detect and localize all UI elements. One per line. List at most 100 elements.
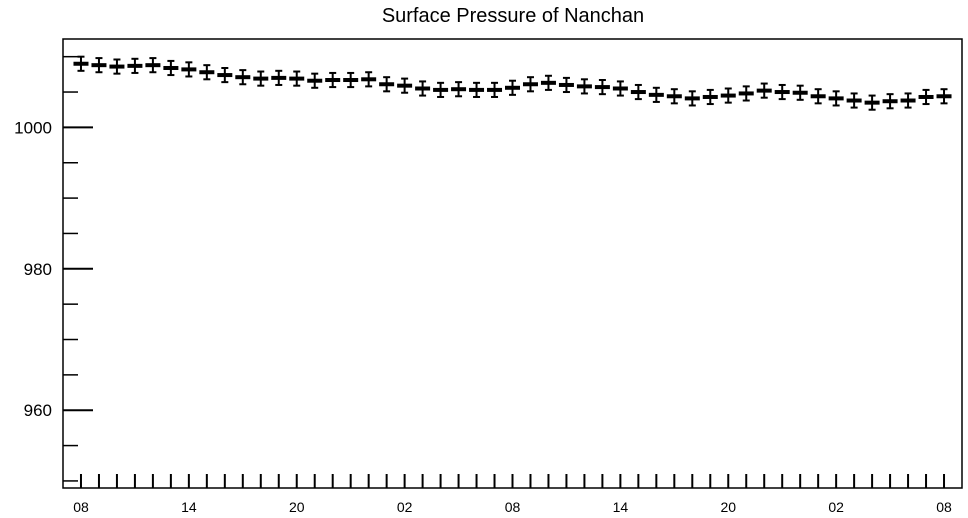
data-marker [343, 78, 359, 83]
data-marker [217, 73, 233, 78]
data-point [828, 90, 844, 107]
data-marker [846, 98, 862, 103]
data-marker [181, 67, 197, 72]
x-tick-label: 02 [828, 499, 844, 515]
plot-frame [62, 38, 963, 489]
data-marker [738, 91, 754, 96]
data-marker [702, 94, 718, 99]
x-tick-label: 14 [181, 499, 197, 515]
data-marker [720, 93, 736, 98]
data-marker [487, 87, 503, 92]
data-marker [864, 100, 880, 105]
data-marker [684, 96, 700, 101]
data-point [810, 88, 826, 105]
data-point [702, 88, 718, 106]
axis-ticks [63, 55, 946, 488]
data-marker [918, 94, 934, 99]
data-marker [505, 85, 520, 90]
data-marker [253, 76, 269, 81]
data-point [648, 86, 664, 103]
data-point [217, 66, 233, 84]
data-point [936, 88, 952, 105]
data-marker [828, 96, 844, 101]
data-marker [522, 82, 538, 87]
data-point [307, 72, 323, 89]
data-point [864, 94, 880, 111]
data-point [325, 71, 341, 89]
data-marker [756, 88, 772, 93]
data-point [199, 64, 215, 81]
data-marker [127, 63, 143, 68]
data-point [469, 81, 485, 98]
data-point [792, 84, 808, 101]
data-point [127, 57, 143, 74]
data-point [271, 69, 287, 86]
axis-labels: 960 980 1000 08 14 20 02 08 14 20 02 08 [14, 118, 952, 515]
data-marker [199, 70, 215, 75]
y-tick-label: 980 [24, 260, 52, 279]
data-marker [361, 77, 377, 82]
data-point [235, 69, 251, 86]
data-point [73, 55, 89, 72]
data-point [163, 59, 179, 77]
data-marks [73, 55, 952, 111]
data-point [109, 58, 125, 75]
data-point [487, 81, 503, 98]
data-point [846, 92, 862, 109]
data-point [684, 90, 700, 107]
data-marker [433, 87, 449, 92]
chart-title: Surface Pressure of Nanchan [382, 5, 644, 27]
data-point [576, 78, 592, 95]
y-tick-label: 1000 [14, 118, 52, 137]
data-point [594, 79, 610, 96]
data-marker [558, 82, 574, 87]
x-tick-label: 14 [613, 499, 629, 515]
data-marker [612, 86, 628, 91]
data-marker [91, 63, 107, 68]
data-marker [630, 90, 646, 95]
data-point [522, 76, 538, 93]
data-marker [666, 94, 682, 99]
data-marker [289, 76, 305, 81]
data-marker [594, 85, 610, 90]
x-tick-label: 20 [720, 499, 736, 515]
data-marker [109, 64, 125, 69]
data-point [882, 93, 898, 110]
data-point [415, 80, 431, 97]
data-marker [163, 65, 179, 70]
x-tick-label: 08 [505, 499, 521, 515]
data-point [145, 57, 161, 74]
data-point [558, 76, 574, 94]
data-marker [792, 90, 808, 95]
data-point [505, 79, 520, 96]
data-marker [774, 90, 790, 95]
data-point [289, 70, 305, 87]
data-marker [810, 94, 826, 99]
data-point [540, 74, 556, 91]
x-tick-label: 08 [936, 499, 952, 515]
data-point [433, 81, 449, 98]
x-tick-label: 08 [73, 499, 89, 515]
data-point [181, 61, 197, 78]
data-point [91, 57, 107, 74]
x-tick-label: 20 [289, 499, 305, 515]
data-marker [469, 87, 485, 92]
data-point [397, 77, 413, 94]
data-marker [540, 80, 556, 85]
data-point [900, 92, 916, 109]
data-marker [379, 82, 395, 87]
data-marker [936, 94, 952, 99]
y-tick-label: 960 [24, 401, 52, 420]
data-point [666, 88, 682, 105]
data-marker [271, 75, 287, 80]
data-point [738, 85, 754, 102]
data-marker [451, 87, 467, 92]
data-point [774, 83, 790, 101]
data-marker [235, 75, 251, 80]
data-point [253, 70, 269, 87]
data-point [379, 76, 395, 93]
data-marker [415, 86, 431, 91]
data-point [630, 83, 646, 101]
data-point [451, 81, 467, 98]
